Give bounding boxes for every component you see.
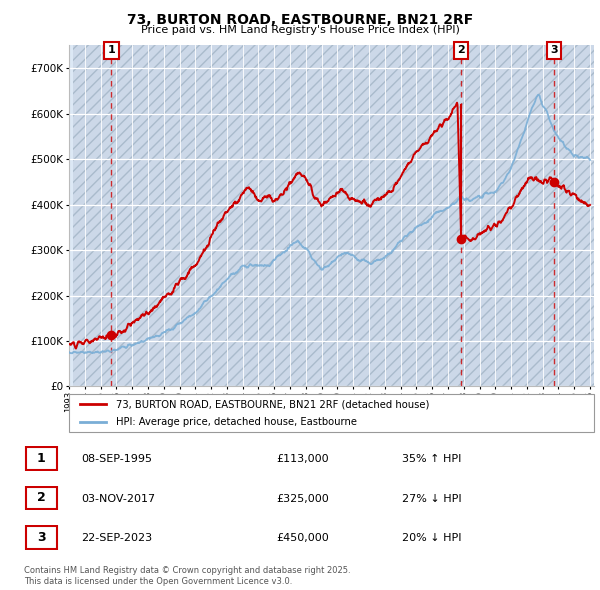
Text: 3: 3 bbox=[37, 531, 46, 544]
Text: 1: 1 bbox=[37, 452, 46, 465]
Text: 73, BURTON ROAD, EASTBOURNE, BN21 2RF (detached house): 73, BURTON ROAD, EASTBOURNE, BN21 2RF (d… bbox=[116, 399, 430, 409]
Text: £325,000: £325,000 bbox=[276, 494, 329, 503]
Text: 73, BURTON ROAD, EASTBOURNE, BN21 2RF: 73, BURTON ROAD, EASTBOURNE, BN21 2RF bbox=[127, 13, 473, 27]
Text: Contains HM Land Registry data © Crown copyright and database right 2025.: Contains HM Land Registry data © Crown c… bbox=[24, 566, 350, 575]
Text: Price paid vs. HM Land Registry's House Price Index (HPI): Price paid vs. HM Land Registry's House … bbox=[140, 25, 460, 35]
Text: 1: 1 bbox=[107, 45, 115, 55]
Text: 08-SEP-1995: 08-SEP-1995 bbox=[81, 454, 152, 464]
Text: 2: 2 bbox=[37, 491, 46, 504]
Text: HPI: Average price, detached house, Eastbourne: HPI: Average price, detached house, East… bbox=[116, 417, 357, 427]
Text: 27% ↓ HPI: 27% ↓ HPI bbox=[402, 494, 461, 503]
Text: 35% ↑ HPI: 35% ↑ HPI bbox=[402, 454, 461, 464]
Text: This data is licensed under the Open Government Licence v3.0.: This data is licensed under the Open Gov… bbox=[24, 577, 292, 586]
Text: £450,000: £450,000 bbox=[276, 533, 329, 543]
Text: 03-NOV-2017: 03-NOV-2017 bbox=[81, 494, 155, 503]
Text: 2: 2 bbox=[457, 45, 465, 55]
Text: 20% ↓ HPI: 20% ↓ HPI bbox=[402, 533, 461, 543]
Text: 3: 3 bbox=[550, 45, 558, 55]
Text: £113,000: £113,000 bbox=[276, 454, 329, 464]
Text: 22-SEP-2023: 22-SEP-2023 bbox=[81, 533, 152, 543]
